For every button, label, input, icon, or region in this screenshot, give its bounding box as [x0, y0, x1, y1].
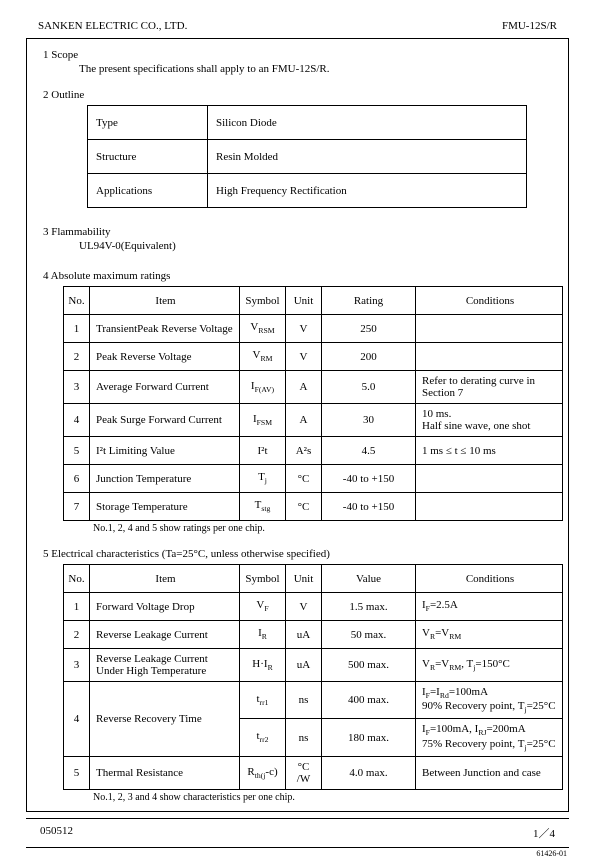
elec-col-item: Item: [90, 565, 240, 593]
part-number: FMU-12S/R: [502, 20, 557, 32]
table-row: 1TransientPeak Reverse VoltageVRSMV250: [64, 315, 563, 343]
outline-table: TypeSilicon DiodeStructureResin MoldedAp…: [87, 105, 527, 208]
table-row: 3Reverse Leakage Current Under High Temp…: [64, 649, 563, 682]
header: SANKEN ELECTRIC CO., LTD. FMU-12S/R: [0, 0, 595, 36]
table-row: 2Peak Reverse VoltageVRMV200: [64, 343, 563, 371]
table-row: 6Junction TemperatureTj°C-40 to +150: [64, 465, 563, 493]
table-row: 5Thermal ResistanceRth(j-c)°C /W4.0 max.…: [64, 756, 563, 789]
abs-max-heading: 4 Absolute maximum ratings: [39, 270, 556, 282]
elec-char-table: No. Item Symbol Unit Value Conditions 1F…: [63, 564, 563, 790]
company-name: SANKEN ELECTRIC CO., LTD.: [38, 20, 187, 32]
table-row: 5I²t Limiting ValueI²tA²s4.51 ms ≤ t ≤ 1…: [64, 437, 563, 465]
outline-value: Resin Molded: [208, 140, 527, 174]
absmax-col-item: Item: [90, 287, 240, 315]
table-row: 1Forward Voltage DropVFV1.5 max.IF=2.5A: [64, 593, 563, 621]
absmax-col-sym: Symbol: [240, 287, 286, 315]
footer-left: 050512: [40, 825, 73, 841]
flammability-heading: 3 Flammability: [39, 226, 556, 238]
outline-heading: 2 Outline: [39, 89, 556, 101]
elec-col-unit: Unit: [286, 565, 322, 593]
footer: 050512 1／4: [26, 818, 569, 848]
outline-key: Type: [88, 106, 208, 140]
elec-col-val: Value: [322, 565, 416, 593]
absmax-col-unit: Unit: [286, 287, 322, 315]
absmax-col-val: Rating: [322, 287, 416, 315]
flammability-body: UL94V-0(Equivalent): [39, 240, 556, 252]
elec-col-no: No.: [64, 565, 90, 593]
absmax-col-cond: Conditions: [416, 287, 563, 315]
table-row: 4Peak Surge Forward CurrentIFSMA3010 ms.…: [64, 404, 563, 437]
outline-key: Applications: [88, 174, 208, 208]
abs-max-table: No. Item Symbol Unit Rating Conditions 1…: [63, 286, 563, 521]
table-row: 7Storage TemperatureTstg°C-40 to +150: [64, 493, 563, 521]
elec-col-sym: Symbol: [240, 565, 286, 593]
scope-body: The present specifications shall apply t…: [39, 63, 556, 75]
scope-heading: 1 Scope: [39, 49, 556, 61]
absmax-col-no: No.: [64, 287, 90, 315]
table-row: 2Reverse Leakage CurrentIRuA50 max.VR=VR…: [64, 621, 563, 649]
outline-key: Structure: [88, 140, 208, 174]
table-row: 3Average Forward CurrentIF(AV)A5.0Refer …: [64, 371, 563, 404]
table-row: 4Reverse Recovery Timetrr1ns400 max.IF=I…: [64, 682, 563, 719]
footer-tiny: 61426-01: [0, 849, 595, 858]
elec-char-heading: 5 Electrical characteristics (Ta=25°C, u…: [39, 548, 556, 560]
outline-value: High Frequency Rectification: [208, 174, 527, 208]
outline-value: Silicon Diode: [208, 106, 527, 140]
abs-max-note: No.1, 2, 4 and 5 show ratings per one ch…: [39, 523, 556, 534]
elec-char-note: No.1, 2, 3 and 4 show characteristics pe…: [39, 792, 556, 803]
page-frame: 1 Scope The present specifications shall…: [26, 38, 569, 812]
footer-right: 1／4: [533, 825, 555, 841]
elec-col-cond: Conditions: [416, 565, 563, 593]
